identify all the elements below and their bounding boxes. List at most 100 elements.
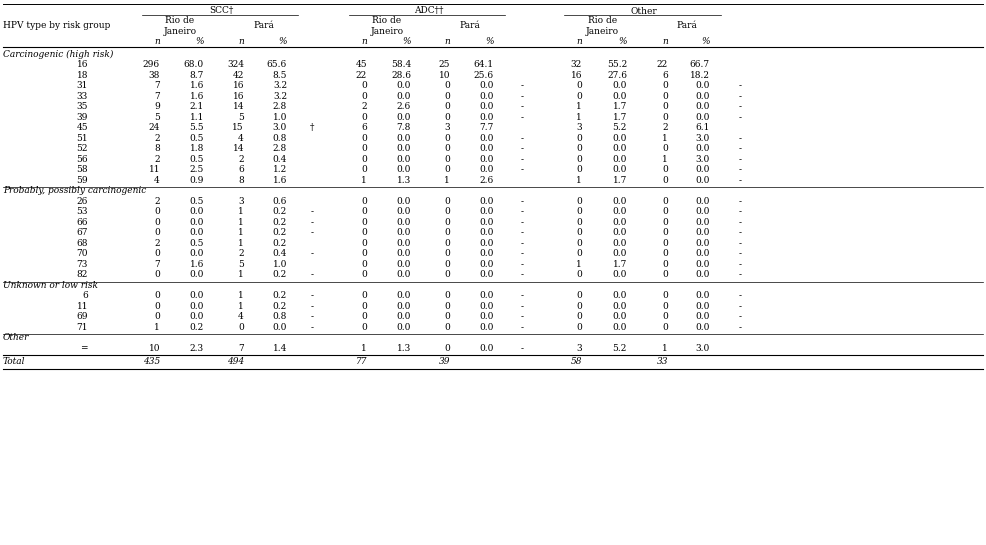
Text: 8.7: 8.7	[189, 71, 204, 80]
Text: 0.0: 0.0	[612, 92, 626, 101]
Text: 3.0: 3.0	[695, 155, 709, 164]
Text: 0.0: 0.0	[612, 134, 626, 143]
Text: 1.3: 1.3	[396, 344, 410, 353]
Text: 1: 1	[238, 239, 244, 248]
Text: 0.2: 0.2	[272, 207, 287, 216]
Text: 0.0: 0.0	[612, 239, 626, 248]
Text: 2: 2	[361, 102, 367, 111]
Text: 0.0: 0.0	[396, 144, 410, 153]
Text: 0.0: 0.0	[479, 312, 494, 322]
Text: 0: 0	[444, 260, 450, 269]
Text: 77: 77	[355, 358, 367, 366]
Text: 35: 35	[77, 102, 88, 111]
Text: 2.8: 2.8	[272, 102, 287, 111]
Text: 0: 0	[361, 302, 367, 311]
Text: 0.0: 0.0	[479, 228, 494, 238]
Text: -: -	[738, 207, 740, 216]
Text: -: -	[738, 155, 740, 164]
Text: 0: 0	[576, 239, 582, 248]
Text: %: %	[278, 37, 287, 46]
Text: 39: 39	[438, 358, 450, 366]
Text: -: -	[738, 270, 740, 280]
Text: 0.8: 0.8	[272, 134, 287, 143]
Text: 0: 0	[361, 292, 367, 300]
Text: 45: 45	[76, 123, 88, 132]
Text: 0: 0	[576, 144, 582, 153]
Text: 0: 0	[662, 207, 668, 216]
Text: 0.0: 0.0	[695, 270, 709, 280]
Text: 0.0: 0.0	[612, 292, 626, 300]
Text: 1: 1	[576, 176, 582, 185]
Text: -: -	[738, 323, 740, 332]
Text: 2: 2	[239, 250, 244, 258]
Text: 1: 1	[238, 207, 244, 216]
Text: 24: 24	[149, 123, 160, 132]
Text: 1.6: 1.6	[189, 81, 204, 90]
Text: 3.0: 3.0	[272, 123, 287, 132]
Text: -: -	[738, 312, 740, 322]
Text: 2.6: 2.6	[479, 176, 494, 185]
Text: -: -	[520, 239, 523, 248]
Text: 1.7: 1.7	[612, 113, 626, 122]
Text: -: -	[520, 113, 523, 122]
Text: 0.2: 0.2	[272, 292, 287, 300]
Text: 0.5: 0.5	[189, 134, 204, 143]
Text: 0.0: 0.0	[396, 270, 410, 280]
Text: 0: 0	[576, 165, 582, 174]
Text: 0: 0	[662, 250, 668, 258]
Text: 3: 3	[444, 123, 450, 132]
Text: %: %	[402, 37, 410, 46]
Text: 2.5: 2.5	[189, 165, 204, 174]
Text: 7.7: 7.7	[479, 123, 494, 132]
Text: 0: 0	[238, 323, 244, 332]
Text: 0.0: 0.0	[612, 207, 626, 216]
Text: 51: 51	[76, 134, 88, 143]
Text: 16: 16	[233, 92, 244, 101]
Text: -: -	[520, 155, 523, 164]
Text: 5: 5	[238, 113, 244, 122]
Text: 0.4: 0.4	[272, 155, 287, 164]
Text: n: n	[576, 37, 582, 46]
Text: 0.0: 0.0	[479, 323, 494, 332]
Text: ADC††: ADC††	[413, 7, 443, 15]
Text: 1: 1	[238, 218, 244, 227]
Text: 0.5: 0.5	[189, 155, 204, 164]
Text: 0.0: 0.0	[479, 344, 494, 353]
Text: 22: 22	[656, 60, 668, 69]
Text: 0: 0	[576, 218, 582, 227]
Text: -: -	[738, 239, 740, 248]
Text: 0.0: 0.0	[189, 270, 204, 280]
Text: 2.8: 2.8	[272, 144, 287, 153]
Text: 0: 0	[444, 250, 450, 258]
Text: 0.0: 0.0	[396, 92, 410, 101]
Text: 0: 0	[444, 165, 450, 174]
Text: 0.0: 0.0	[396, 207, 410, 216]
Text: n: n	[361, 37, 367, 46]
Text: 42: 42	[233, 71, 244, 80]
Text: -: -	[738, 197, 740, 206]
Text: 0: 0	[662, 218, 668, 227]
Text: 6: 6	[238, 165, 244, 174]
Text: 0.0: 0.0	[695, 81, 709, 90]
Text: 0: 0	[576, 270, 582, 280]
Text: 0.0: 0.0	[189, 312, 204, 322]
Text: 0: 0	[361, 250, 367, 258]
Text: 0.0: 0.0	[612, 312, 626, 322]
Text: 82: 82	[77, 270, 88, 280]
Text: 0.0: 0.0	[695, 92, 709, 101]
Text: 5.5: 5.5	[189, 123, 204, 132]
Text: 0: 0	[361, 323, 367, 332]
Text: 0: 0	[662, 260, 668, 269]
Text: 1: 1	[238, 270, 244, 280]
Text: 0.0: 0.0	[612, 144, 626, 153]
Text: -: -	[738, 228, 740, 238]
Text: 0: 0	[154, 302, 160, 311]
Text: 1: 1	[576, 102, 582, 111]
Text: 73: 73	[77, 260, 88, 269]
Text: 66: 66	[77, 218, 88, 227]
Text: 0.0: 0.0	[695, 292, 709, 300]
Text: Pará: Pará	[459, 21, 480, 31]
Text: 0: 0	[662, 270, 668, 280]
Text: 0: 0	[361, 228, 367, 238]
Text: HPV type by risk group: HPV type by risk group	[3, 21, 110, 31]
